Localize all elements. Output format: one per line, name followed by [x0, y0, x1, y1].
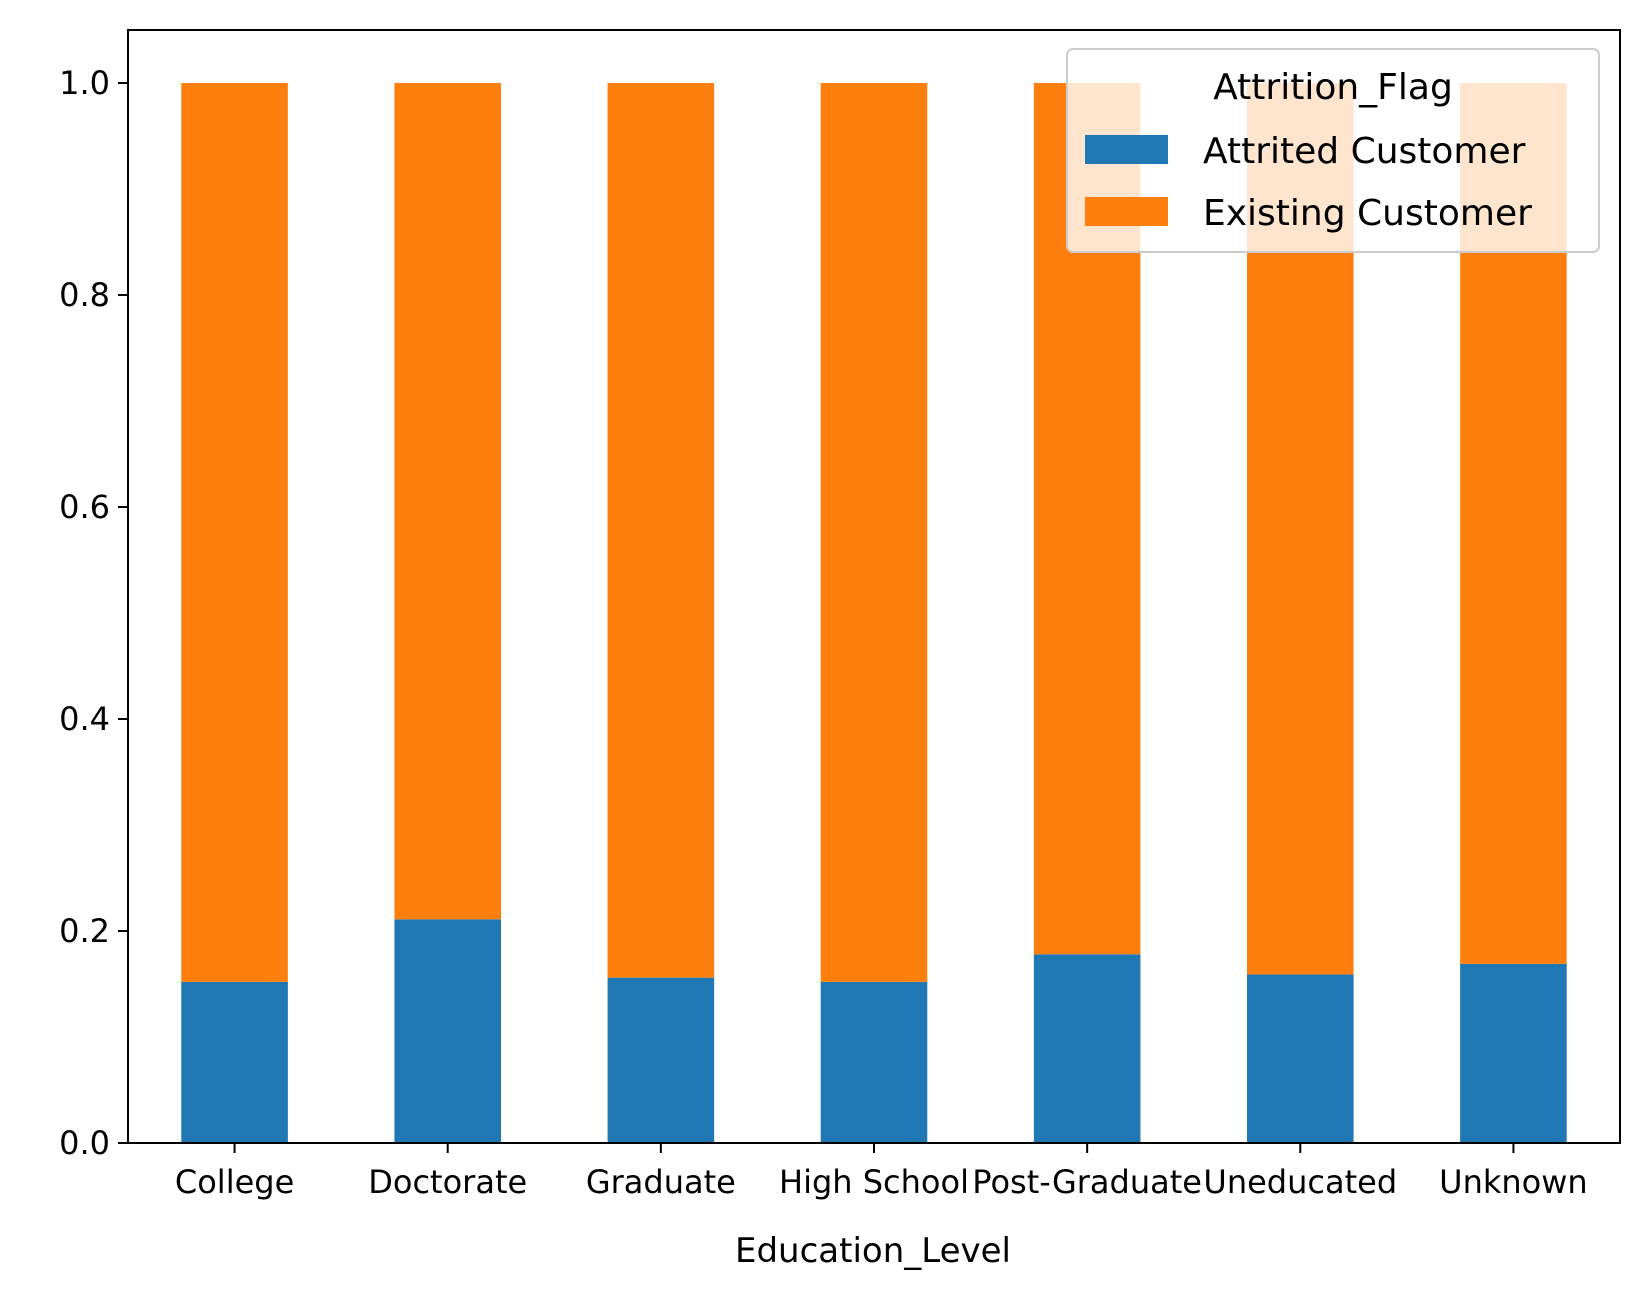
bar-attrited-customer — [1460, 963, 1567, 1143]
x-tick-label: Unknown — [1439, 1163, 1588, 1201]
x-tick-label: College — [175, 1163, 294, 1201]
y-tick-label: 0.6 — [59, 488, 110, 526]
x-tick-label: Uneducated — [1203, 1163, 1397, 1201]
legend-entries: Attrited Customer Existing Customer — [1085, 131, 1532, 234]
bar-attrited-customer — [394, 919, 501, 1143]
x-axis-label: Education_Level — [735, 1231, 1011, 1271]
legend-title: Attrition_Flag — [1213, 67, 1453, 108]
bar-attrited-customer — [181, 981, 288, 1143]
bar-existing-customer — [394, 83, 501, 920]
axes-layer: 0.0 0.2 0.4 0.6 0.8 1.0 College Doctorate Gradua… — [59, 29, 1621, 1201]
bar-existing-customer — [181, 83, 288, 982]
legend-entry-label: Existing Customer — [1203, 193, 1532, 234]
legend-frame — [1066, 48, 1600, 253]
bar-existing-customer — [607, 83, 715, 978]
bar-attrited-customer — [607, 977, 715, 1143]
y-tick-label: 0.8 — [59, 276, 110, 314]
legend: Attrition_Flag Attrited Customer Existing… — [1066, 48, 1600, 253]
y-tick-label: 0.2 — [59, 912, 110, 950]
y-tick-label: 1.0 — [59, 64, 110, 102]
y-tick-label: 0.0 — [59, 1124, 110, 1162]
bar-attrited-customer — [1033, 954, 1141, 1143]
x-tick-label: Post-Graduate — [972, 1163, 1202, 1201]
y-tick-label: 0.4 — [59, 700, 110, 738]
bar-attrited-customer — [1247, 974, 1354, 1143]
legend-swatch — [1085, 135, 1168, 164]
legend-swatch — [1085, 197, 1168, 226]
bars-layer — [181, 83, 1567, 1143]
x-tick-label: Doctorate — [368, 1163, 527, 1201]
bar-existing-customer — [820, 83, 928, 982]
x-tick-label: High School — [779, 1163, 969, 1201]
legend-entry-label: Attrited Customer — [1203, 131, 1526, 172]
x-tick-label: Graduate — [586, 1163, 736, 1201]
bar-attrited-customer — [820, 981, 928, 1143]
